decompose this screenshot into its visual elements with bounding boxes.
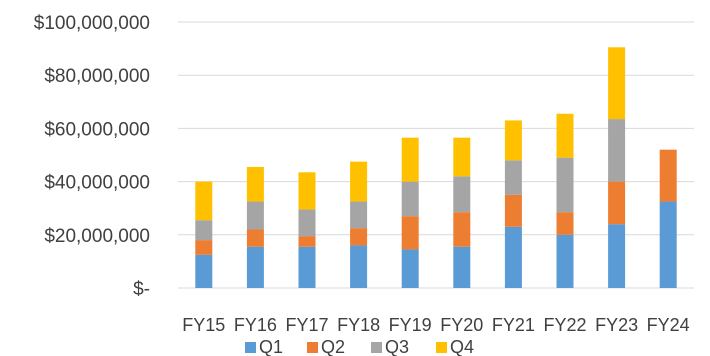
bar-fy17-q4 — [298, 172, 316, 210]
bar-fy19-q1 — [401, 249, 419, 288]
y-tick-label: $100,000,000 — [34, 13, 150, 34]
x-axis-category-labels: FY15 FY16 FY17 FY18 FY19 FY20 FY21 FY22 FY23 FY24 — [182, 315, 689, 335]
bar-fy23-q4 — [608, 47, 626, 120]
bar-fy15-q2 — [195, 240, 213, 255]
bar-fy21-q1 — [504, 226, 522, 288]
legend-swatch-q3 — [371, 342, 382, 353]
bar-fy18-q4 — [350, 161, 368, 202]
bar-fy19-q3 — [401, 181, 419, 217]
bar-fy15-q3 — [195, 220, 213, 241]
bar-fy17-q1 — [298, 246, 316, 288]
y-tick-label: $20,000,000 — [44, 226, 150, 247]
bar-fy22-q1 — [556, 234, 574, 288]
x-category-label: FY15 — [182, 315, 225, 335]
x-category-label: FY24 — [647, 315, 690, 335]
bar-fy22-q2 — [556, 212, 574, 235]
bar-fy23-q1 — [608, 224, 626, 288]
y-tick-label: $80,000,000 — [44, 66, 150, 87]
bar-fy22-q3 — [556, 157, 574, 213]
legend-swatch-q2 — [307, 342, 318, 353]
bar-fy16-q2 — [246, 229, 264, 247]
x-category-label: FY21 — [492, 315, 535, 335]
y-tick-label: $- — [133, 279, 150, 300]
x-category-label: FY17 — [285, 315, 328, 335]
bar-fy20-q2 — [453, 212, 471, 247]
x-category-label: FY18 — [337, 315, 380, 335]
x-category-label: FY23 — [595, 315, 638, 335]
legend-swatch-q4 — [436, 342, 447, 353]
legend-label-q3: Q3 — [385, 337, 409, 356]
legend: Q1 Q2 Q3 Q4 — [245, 337, 474, 356]
bar-fy21-q2 — [504, 194, 522, 227]
bar-fy15-q4 — [195, 181, 213, 221]
bar-fy16-q3 — [246, 201, 264, 230]
bar-fy17-q2 — [298, 236, 316, 247]
bar-fy20-q1 — [453, 246, 471, 288]
bar-fy21-q3 — [504, 160, 522, 195]
x-category-label: FY19 — [389, 315, 432, 335]
bar-fy16-q4 — [246, 166, 264, 202]
y-tick-label: $60,000,000 — [44, 119, 150, 140]
bar-fy18-q2 — [350, 228, 368, 246]
x-category-label: FY22 — [543, 315, 586, 335]
bar-fy24-q2 — [659, 149, 677, 202]
bar-fy16-q1 — [246, 246, 264, 288]
bar-fy21-q4 — [504, 120, 522, 161]
y-axis-tick-labels: $- $20,000,000 $40,000,000 $60,000,000 $80,0… — [34, 13, 150, 300]
legend-label-q1: Q1 — [259, 337, 283, 356]
bar-fy23-q3 — [608, 119, 626, 182]
bar-fy17-q3 — [298, 209, 316, 237]
x-category-label: FY16 — [234, 315, 277, 335]
gridlines — [178, 21, 694, 289]
y-tick-label: $40,000,000 — [44, 173, 150, 194]
legend-swatch-q1 — [245, 342, 256, 353]
legend-label-q2: Q2 — [321, 337, 345, 356]
legend-label-q4: Q4 — [450, 337, 474, 356]
bar-fy20-q3 — [453, 176, 471, 213]
bar-fy19-q4 — [401, 137, 419, 182]
bar-fy18-q3 — [350, 201, 368, 229]
bar-fy24-q1 — [659, 201, 677, 288]
bar-fy18-q1 — [350, 245, 368, 288]
bar-fy22-q4 — [556, 113, 574, 158]
bar-fy15-q1 — [195, 254, 213, 288]
bar-fy19-q2 — [401, 216, 419, 250]
bar-fy23-q2 — [608, 181, 626, 225]
bar-fy20-q4 — [453, 137, 471, 177]
bars — [195, 47, 677, 288]
x-category-label: FY20 — [440, 315, 483, 335]
